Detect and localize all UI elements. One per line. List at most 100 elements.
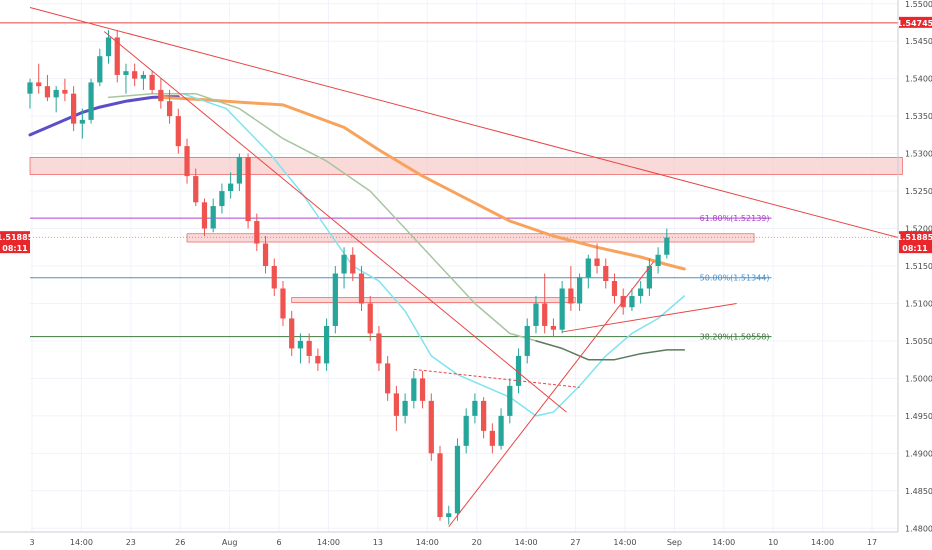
moving-averages <box>28 92 686 417</box>
candle-body <box>655 254 661 266</box>
candle-body <box>332 273 338 326</box>
candle-body <box>236 157 242 184</box>
x-tick-label: 14:00 <box>515 538 538 547</box>
x-tick-label: 26 <box>175 538 185 547</box>
current-price-tag-bg-left <box>0 231 30 254</box>
y-tick-label: 1.54000 <box>905 75 932 84</box>
candle-body <box>341 254 347 274</box>
candle-body <box>254 221 260 244</box>
candle-body <box>533 303 539 326</box>
candle-body <box>53 89 59 98</box>
candle-body <box>524 325 530 356</box>
candle-body <box>27 82 33 94</box>
moving-average-line <box>107 92 537 342</box>
x-tick-label: 10 <box>768 538 778 547</box>
x-tick-label: 13 <box>373 538 383 547</box>
candle-body <box>123 71 129 75</box>
y-tick-label: 1.53500 <box>905 112 932 121</box>
candle-body <box>323 325 330 364</box>
current-price-tag-time: 08:11 <box>902 244 928 253</box>
candle-body <box>315 355 321 364</box>
candle-body <box>219 191 225 207</box>
candle-body <box>262 243 269 266</box>
zones <box>29 157 903 304</box>
candle-body <box>472 400 478 416</box>
y-tick-label: 1.49500 <box>905 412 932 421</box>
y-tick-label: 1.49000 <box>905 449 932 458</box>
y-tick-label: 1.50500 <box>905 337 932 346</box>
candle-body <box>515 355 522 386</box>
candle-body <box>576 277 583 304</box>
candle-body <box>419 378 426 401</box>
candle-body <box>166 101 173 117</box>
fib-label: 50.00%(1.51344) <box>700 274 770 283</box>
current-price-tag-time-left: 08:11 <box>2 244 28 253</box>
candle-body <box>175 116 181 147</box>
resistance-zone <box>29 157 903 175</box>
price-tags: 1.54745 1.51885 08:11 1.51885 08:11 <box>0 16 932 254</box>
x-tick-label: 20 <box>472 538 482 547</box>
candle-body <box>498 415 504 446</box>
candle-body <box>201 202 208 229</box>
candle-body <box>376 333 382 364</box>
x-tick-label: 14:00 <box>317 538 340 547</box>
candle-body <box>289 318 295 349</box>
candle-body <box>193 176 199 203</box>
moving-average-line <box>159 95 686 271</box>
candle-body <box>489 430 495 446</box>
trendlines <box>29 7 899 528</box>
candle-body <box>638 288 644 296</box>
fib-label: 38.20%(1.50558) <box>700 333 770 342</box>
candle-body <box>184 146 190 177</box>
y-tick-label: 1.53000 <box>905 150 932 159</box>
x-tick-label: Aug <box>222 538 238 547</box>
candle-body <box>568 288 574 304</box>
candle-body <box>245 157 251 222</box>
y-tick-label: 1.54500 <box>905 37 932 46</box>
candle-body <box>114 37 120 75</box>
y-tick-label: 1.55000 <box>905 0 932 9</box>
candle-body <box>140 74 147 79</box>
y-tick-label: 1.48500 <box>905 487 932 496</box>
moving-average-line <box>535 340 686 361</box>
resistance-price-tag-bg <box>899 16 932 28</box>
candle-body <box>228 183 234 192</box>
candles <box>27 29 670 525</box>
candle-body <box>629 295 635 308</box>
x-tick-label: 14:00 <box>613 538 636 547</box>
candle-body <box>306 340 312 356</box>
candle-body <box>367 303 373 334</box>
candle-body <box>271 266 277 289</box>
candle-body <box>454 445 461 514</box>
y-tick-label: 1.50000 <box>905 374 932 383</box>
current-price-tag-label: 1.51885 <box>897 233 932 242</box>
candle-body <box>210 206 216 229</box>
candle-body <box>446 513 452 518</box>
candle-body <box>550 325 557 330</box>
candle-body <box>411 378 417 401</box>
candle-body <box>36 82 42 87</box>
candle-body <box>71 93 77 124</box>
current-price-tag-bg <box>899 231 932 254</box>
candle-body <box>385 363 391 394</box>
x-tick-label: 3 <box>29 538 34 547</box>
x-tick-label: 6 <box>277 538 282 547</box>
x-tick-label: 14:00 <box>416 538 439 547</box>
candle-body <box>585 258 591 278</box>
x-tick-label: 23 <box>126 538 136 547</box>
candle-body <box>428 400 434 454</box>
candle-body <box>542 303 548 326</box>
grid <box>30 0 898 532</box>
trendline <box>562 302 737 333</box>
candle-body <box>664 237 670 255</box>
current-price-tag-label-left: 1.51885 <box>0 233 34 242</box>
candle-body <box>358 273 365 304</box>
candle-body <box>611 280 618 296</box>
y-tick-label: 1.52000 <box>905 225 932 234</box>
candle-body <box>280 288 286 319</box>
y-tick-label: 1.51500 <box>905 262 932 271</box>
candle-body <box>463 415 469 446</box>
candle-body <box>149 74 155 90</box>
